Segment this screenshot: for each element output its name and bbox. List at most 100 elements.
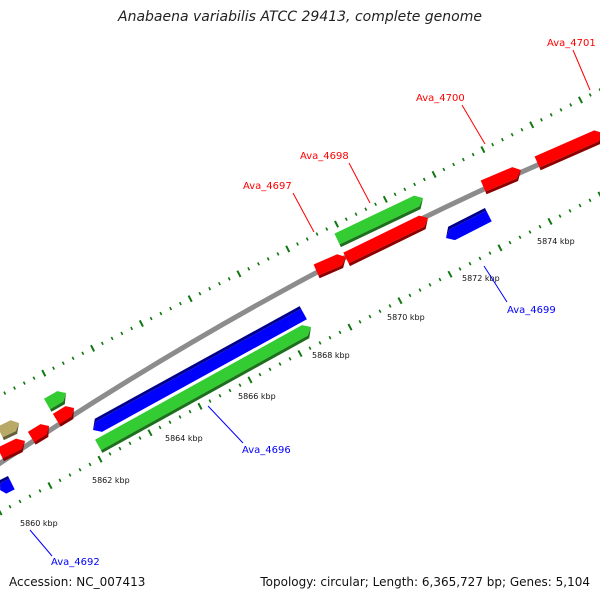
outer-tick (296, 242, 299, 246)
inner-tick (378, 309, 382, 314)
outer-tick (431, 170, 437, 179)
inner-tick (88, 462, 92, 467)
outer-tick (344, 217, 348, 221)
scale-label: 5872 kbp (462, 274, 500, 283)
outer-tick (187, 295, 193, 303)
gene-Ava_4697 (313, 254, 346, 279)
outer-tick (41, 369, 47, 377)
genome-backbone (0, 135, 600, 467)
gene-label: Ava_4692 (51, 557, 100, 568)
outer-tick (549, 113, 553, 117)
gene-Ava_4701 (534, 130, 600, 171)
outer-tick (315, 232, 319, 236)
gene-Ava_4699 (446, 207, 492, 241)
outer-tick (382, 195, 388, 203)
gene-Ava_4692 (0, 475, 15, 494)
gene-feature-other (0, 420, 20, 441)
gene-label: Ava_4698 (300, 151, 349, 162)
gene-feature-green-2 (43, 391, 66, 412)
outer-tick (13, 386, 16, 390)
outer-tick (452, 162, 456, 167)
scale-label: 5868 kbp (312, 351, 350, 360)
gene-label: Ava_4699 (507, 305, 556, 316)
inner-tick (468, 261, 472, 266)
inner-tick (428, 283, 432, 287)
outer-tick (100, 341, 104, 346)
inner-tick (128, 441, 132, 446)
inner-tick (47, 482, 53, 490)
gene-Ava_4696 (93, 306, 307, 432)
outer-tick (52, 366, 55, 370)
outer-tick (422, 177, 426, 182)
outer-tick (413, 182, 417, 187)
outer-tick (569, 103, 573, 107)
outer-tick (520, 127, 524, 132)
inner-tick (78, 467, 82, 472)
scale-label: 5866 kbp (238, 392, 276, 401)
inner-tick (58, 478, 62, 483)
inner-tick (497, 244, 503, 252)
inner-tick (397, 297, 403, 305)
outer-tick (442, 167, 446, 172)
inner-tick (297, 349, 303, 358)
outer-tick (120, 331, 124, 336)
inner-tick (597, 191, 600, 198)
inner-tick (518, 235, 522, 240)
gene-label: Ava_4700 (416, 93, 465, 104)
outer-tick (71, 356, 75, 361)
inner-tick (108, 452, 112, 456)
inner-tick (247, 376, 253, 384)
outer-tick (364, 207, 368, 212)
outer-tick-track (3, 88, 600, 395)
leader-line (572, 49, 591, 91)
inner-tick (258, 372, 262, 377)
outer-tick (305, 237, 309, 241)
inner-tick (368, 314, 372, 319)
outer-tick (178, 301, 182, 306)
gene-Ava_4700 (480, 167, 521, 195)
leader-line (29, 529, 53, 557)
scale-label: 5864 kbp (165, 434, 203, 443)
inner-tick (528, 230, 532, 234)
gene-feature-green (95, 325, 311, 453)
gene-feature-red-1 (52, 406, 74, 427)
inner-tick (228, 388, 232, 393)
inner-tick (97, 455, 103, 463)
scale-labels: 5860 kbp 5862 kbp 5864 kbp 5866 kbp 5868 kbp… (20, 237, 575, 528)
outer-tick (559, 108, 563, 112)
inner-tick (308, 346, 312, 351)
inner-tick (578, 203, 582, 208)
leader-line (292, 192, 315, 233)
scale-label: 5870 kbp (387, 313, 425, 322)
inner-tick (238, 383, 242, 387)
label-leader-lines (29, 49, 591, 557)
outer-tick (159, 311, 163, 316)
inner-tick (358, 320, 362, 324)
outer-tick (130, 326, 134, 331)
gene-Ava_4698-green (334, 195, 423, 248)
scale-label: 5874 kbp (537, 237, 575, 246)
outer-tick (276, 252, 280, 256)
outer-tick (110, 336, 114, 341)
outer-tick (208, 286, 212, 291)
inner-tick (278, 362, 282, 366)
inner-tick (28, 494, 32, 498)
outer-tick (22, 381, 26, 385)
inner-tick (168, 420, 172, 424)
inner-tick (458, 267, 462, 271)
inner-tick (158, 425, 162, 430)
leader-line (483, 265, 508, 303)
outer-tick (334, 220, 340, 228)
outer-tick (257, 262, 260, 266)
gene-feature-red-3 (0, 438, 26, 462)
outer-tick (578, 96, 583, 104)
inner-tick (147, 429, 153, 437)
outer-tick (169, 306, 173, 311)
inner-tick (447, 270, 453, 278)
outer-tick (32, 376, 36, 380)
gene-Ava_4698 (343, 215, 428, 267)
inner-tick (218, 393, 222, 398)
leader-line (348, 162, 371, 204)
outer-tick (227, 276, 231, 281)
